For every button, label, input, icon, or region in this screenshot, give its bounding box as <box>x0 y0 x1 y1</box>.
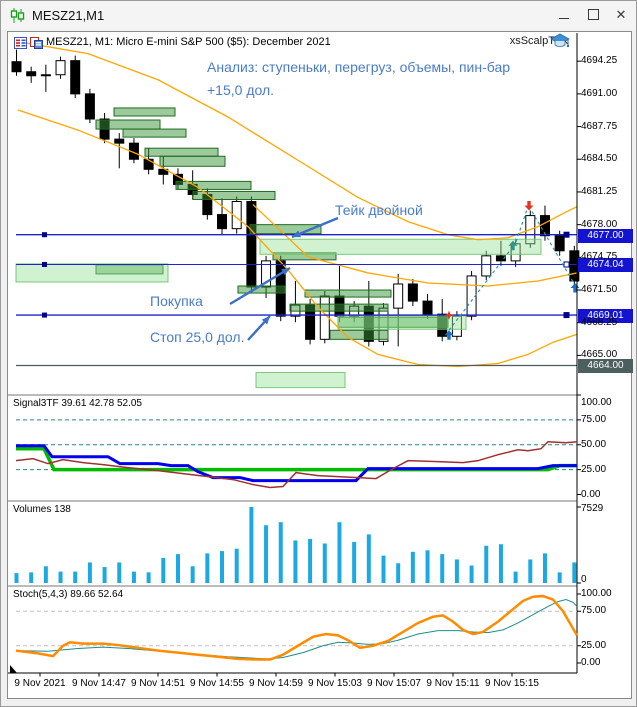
price-axis-label: 4681.25 <box>581 185 618 197</box>
graduation-cap-icon <box>550 33 570 50</box>
signal3tf-pane[interactable] <box>15 419 578 489</box>
axis-ticks <box>39 60 581 677</box>
stoch-panel-label: Stoch(5,4,3) 89.66 52.64 <box>13 589 124 600</box>
signal3tf-panel-label: Signal3TF 39.61 42.78 52.05 <box>13 398 142 409</box>
window-title: MESZ21,M1 <box>32 8 105 23</box>
price-badge-take: 4677.00 <box>578 228 633 243</box>
take-profit-annotation[interactable]: Тейк двойной <box>335 202 423 218</box>
price-axis-label: 4665.00 <box>581 349 618 361</box>
step-level-rects[interactable] <box>95 107 449 340</box>
candlestick-window-icon <box>10 8 26 23</box>
market-watch-icon[interactable] <box>14 36 27 49</box>
signal-axis-label: 50.00 <box>581 438 607 450</box>
chart-canvas[interactable] <box>8 32 633 698</box>
volumes-panel-label: Volumes 138 <box>13 504 71 515</box>
signal-axis-label: 0.00 <box>581 488 601 500</box>
buy-arrow-icon <box>570 283 580 293</box>
price-axis-label: 4687.75 <box>581 120 618 132</box>
sell-arrow-icon <box>524 201 534 211</box>
pane-frames <box>8 33 578 674</box>
stoch-axis-label: 0.00 <box>581 657 601 668</box>
stoch-axis-label: 25.00 <box>581 639 607 651</box>
price-axis-label: 4678.00 <box>581 218 618 230</box>
price-axis-label: 4671.50 <box>581 284 618 296</box>
chart-symbol-header: MESZ21, M1: Micro E-mini S&P 500 ($5): D… <box>46 36 331 48</box>
candles-series <box>11 49 580 347</box>
signal-axis-label: 25.00 <box>581 463 607 475</box>
time-axis-label: 9 Nov 15:03 <box>308 678 362 689</box>
time-axis-label: 9 Nov 15:11 <box>426 678 480 689</box>
volumes-axis-label: 7529 <box>581 503 604 514</box>
price-badge-target: 4664.00 <box>578 359 633 374</box>
stoch-pane[interactable] <box>15 594 579 661</box>
annotation-arrows[interactable] <box>229 216 339 341</box>
volumes-axis-label: 0 <box>581 574 587 585</box>
stoch-axis-label: 100.00 <box>581 588 612 599</box>
price-axis-label: 4691.00 <box>581 87 618 99</box>
trade-links <box>448 209 574 331</box>
chart-area[interactable]: MESZ21, M1: Micro E-mini S&P 500 ($5): D… <box>7 31 633 699</box>
stoch-axis-label: 75.00 <box>581 605 607 617</box>
signal-axis-label: 75.00 <box>581 413 607 425</box>
indicator-watermark: xsScalpTick <box>509 35 568 47</box>
one-click-trading-icon[interactable] <box>30 36 43 49</box>
envelope-bands <box>17 40 578 368</box>
time-axis-label: 9 Nov 14:47 <box>72 678 126 689</box>
time-axis-label: 9 Nov 15:15 <box>485 678 539 689</box>
time-axis-label: 9 Nov 14:59 <box>249 678 303 689</box>
price-axis-label: 4684.50 <box>581 153 618 165</box>
volumes-pane[interactable] <box>14 507 577 583</box>
trade-markers <box>444 201 580 340</box>
highlight-zones[interactable] <box>15 238 542 389</box>
time-axis-label: 9 Nov 14:51 <box>131 678 185 689</box>
loss-star-icon <box>444 310 454 320</box>
price-badge-stop: 4669.01 <box>578 309 633 324</box>
buy-annotation[interactable]: Покупка <box>150 293 203 309</box>
time-axis-label: 9 Nov 14:55 <box>190 678 244 689</box>
signal-axis-label: 100.00 <box>581 397 612 408</box>
hline-stop-4669[interactable] <box>16 312 577 319</box>
maximize-button[interactable] <box>581 5 605 25</box>
window-titlebar[interactable]: MESZ21,M1 ✕ <box>1 1 636 30</box>
analysis-annotation-line1[interactable]: Анализ: ступеньки, перегруз, объемы, пин… <box>207 59 511 75</box>
analysis-annotation-line2[interactable]: +15,0 дол. <box>207 82 275 98</box>
minimize-button[interactable] <box>552 5 576 25</box>
price-badge-current: 4674.04 <box>578 258 633 273</box>
price-axis-label: 4674.75 <box>581 251 618 263</box>
buy-arrow-icon <box>508 240 518 251</box>
stop-annotation[interactable]: Стоп 25,0 дол. <box>150 329 245 345</box>
price-axis-label: 4668.25 <box>581 316 618 328</box>
close-button[interactable]: ✕ <box>615 7 627 22</box>
price-axis-label: 4694.25 <box>581 55 618 67</box>
hline-current-price[interactable] <box>16 261 577 268</box>
maximize-icon <box>587 9 599 20</box>
buy-arrow-icon <box>444 330 454 340</box>
minimize-icon <box>559 18 569 19</box>
time-axis-label: 9 Nov 2021 <box>14 678 66 689</box>
time-axis-label: 9 Nov 15:07 <box>367 678 421 689</box>
